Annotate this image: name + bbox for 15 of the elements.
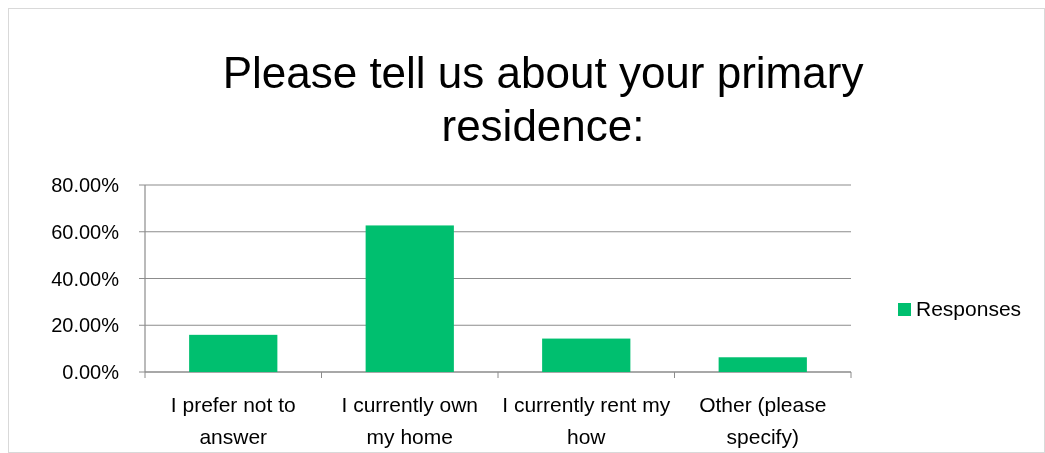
- y-tick-label: 20.00%: [51, 314, 120, 337]
- bar: [542, 338, 631, 372]
- y-tick-label: 0.00%: [62, 361, 120, 383]
- bar: [365, 225, 454, 372]
- x-tick-label: I currently own my home: [341, 393, 479, 448]
- x-tick-label: I currently rent my how: [502, 393, 671, 448]
- bar: [718, 357, 807, 372]
- x-tick-label: I prefer not to answer: [170, 393, 296, 448]
- y-tick-label: 80.00%: [51, 174, 120, 196]
- y-tick-label: 40.00%: [51, 267, 120, 290]
- chart-title: Please tell us about your primary residence:: [222, 48, 864, 150]
- x-tick-label: Other (please specify): [699, 393, 827, 448]
- legend-label: Responses: [916, 297, 1022, 320]
- bar: [189, 334, 278, 372]
- y-tick-label: 60.00%: [51, 220, 120, 243]
